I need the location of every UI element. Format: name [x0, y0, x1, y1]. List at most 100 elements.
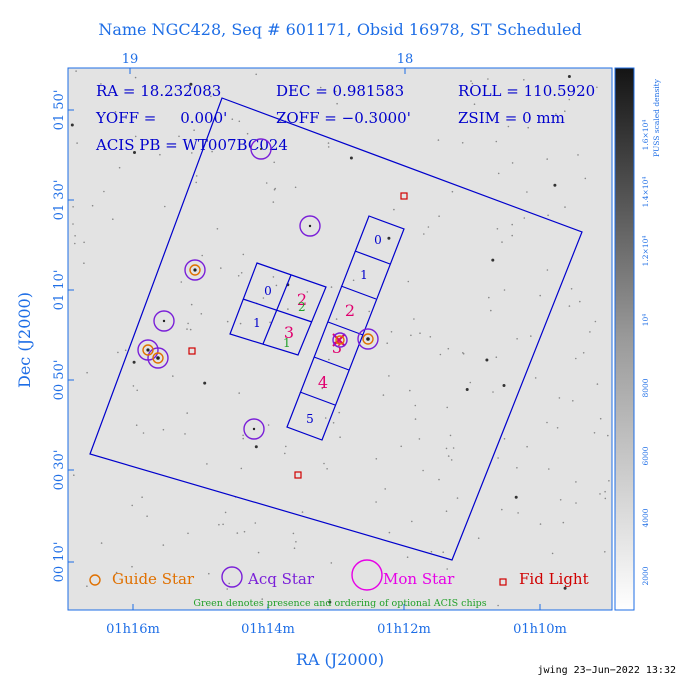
background-star	[261, 598, 264, 600]
chip-i0: 0	[264, 284, 272, 298]
background-star	[134, 76, 137, 79]
background-star	[445, 447, 448, 450]
background-star	[272, 276, 275, 278]
background-star	[134, 135, 137, 138]
background-star	[324, 417, 327, 419]
info-block: RA = 18.232083 DEC = 0.981583 ROLL = 110…	[95, 82, 595, 154]
background-star	[242, 434, 244, 437]
background-star	[211, 150, 213, 153]
legend-guide: Guide Star	[112, 570, 195, 588]
background-star	[555, 113, 557, 115]
background-star	[172, 375, 174, 377]
background-star	[118, 166, 121, 169]
background-star	[86, 585, 88, 587]
background-star	[191, 152, 193, 154]
background-star	[336, 102, 338, 105]
background-star	[272, 201, 275, 203]
background-star	[516, 338, 518, 340]
background-star	[471, 82, 474, 85]
background-star	[124, 349, 127, 352]
background-star	[526, 191, 528, 193]
background-star	[562, 521, 565, 524]
background-star	[240, 272, 243, 274]
background-star	[547, 214, 549, 217]
background-star	[393, 208, 395, 211]
background-star	[195, 175, 198, 177]
background-star	[178, 135, 180, 138]
background-star	[568, 98, 571, 101]
background-star	[74, 235, 76, 237]
background-star	[349, 156, 353, 160]
background-star	[553, 183, 557, 187]
background-star	[551, 552, 554, 555]
background-star	[295, 541, 297, 543]
guide-star	[362, 333, 374, 345]
background-star	[582, 352, 585, 354]
background-star	[462, 353, 465, 355]
background-star	[563, 586, 567, 590]
background-star	[497, 604, 499, 607]
background-star	[575, 502, 577, 504]
background-star	[327, 146, 330, 148]
background-star	[371, 115, 374, 117]
fid-light	[188, 347, 196, 355]
background-star	[180, 281, 183, 283]
background-star	[400, 445, 403, 448]
acq-stars	[137, 138, 379, 440]
background-star	[210, 95, 212, 98]
background-star	[375, 458, 378, 460]
background-star	[91, 204, 94, 207]
background-star	[186, 412, 188, 414]
background-star	[501, 508, 503, 511]
background-star	[387, 236, 391, 240]
chip-s4: 4	[318, 373, 328, 392]
acq-star	[184, 259, 206, 281]
x-tick: 01h10m	[513, 622, 567, 637]
background-star	[112, 218, 114, 220]
background-star	[273, 188, 276, 191]
background-star	[599, 417, 602, 420]
background-star	[301, 511, 304, 513]
background-star	[501, 241, 503, 243]
background-star	[279, 121, 282, 123]
background-star	[132, 360, 136, 364]
background-star	[257, 551, 260, 554]
chip-s3: 3	[332, 338, 342, 357]
background-star	[328, 358, 330, 361]
background-star	[203, 381, 207, 385]
guide-star-legend-icon	[89, 574, 101, 586]
background-star	[218, 523, 220, 526]
background-star	[514, 495, 518, 499]
background-star	[429, 336, 432, 338]
background-star	[100, 542, 103, 544]
legend-mon: Mon Star	[383, 570, 455, 588]
background-star	[445, 510, 448, 512]
acq-star	[357, 328, 379, 350]
background-star	[319, 86, 322, 89]
background-star	[502, 384, 506, 387]
background-star	[375, 501, 377, 503]
x-axis-ticks: 01h16m 01h14m 01h12m 01h10m	[106, 622, 567, 637]
background-star	[131, 504, 133, 507]
top-tick-18: 18	[397, 52, 414, 67]
colorbar-tick: 2000	[641, 566, 650, 585]
background-star	[238, 120, 241, 123]
background-star	[335, 318, 338, 320]
background-star	[332, 422, 335, 424]
background-star	[327, 142, 330, 144]
background-star	[238, 392, 240, 394]
background-star	[321, 387, 324, 390]
background-star	[461, 142, 464, 144]
background-star	[452, 447, 455, 449]
background-star	[411, 520, 413, 523]
acq-star	[299, 215, 321, 237]
background-star	[409, 389, 411, 392]
background-star	[267, 424, 270, 426]
background-star	[577, 154, 579, 156]
background-star	[107, 142, 109, 145]
background-star	[503, 289, 506, 291]
background-star	[190, 303, 193, 306]
acq-star	[147, 347, 169, 369]
background-star	[456, 497, 459, 499]
x-axis-label: RA (J2000)	[296, 650, 384, 669]
